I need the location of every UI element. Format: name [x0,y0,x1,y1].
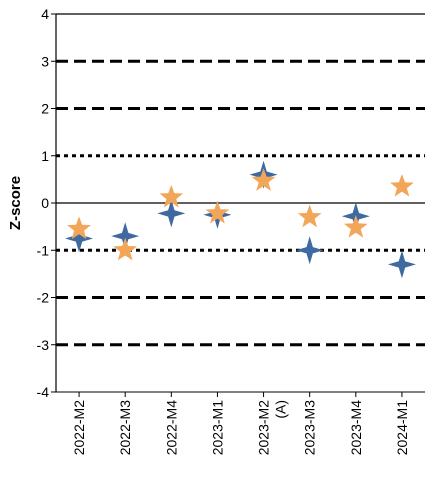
data-point-series-2 [297,204,322,228]
data-point-series-2 [251,168,276,191]
x-axis-ticks: 2022-M2 2022-M3 2022-M4 2023-M1 2023-M2 (A) 20… [71,392,410,455]
data-point-series-1 [295,236,324,265]
x-tick-label: 2023-M1 [209,400,225,455]
y-tick-label: 4 [41,6,49,22]
y-tick-label: 2 [41,101,49,117]
y-tick-label: -3 [37,337,50,353]
x-tick-label: 2022-M4 [163,400,179,455]
data-point-series-1 [65,224,94,253]
x-tick-label: 2022-M3 [117,400,133,455]
data-point-series-2 [67,216,91,240]
y-tick-label: -1 [37,242,50,258]
data-point-series-1 [387,250,416,279]
data-point-series-1 [111,222,140,251]
data-point-series-2 [205,200,230,224]
data-point-series-2 [113,237,138,261]
y-tick-label: 3 [41,53,49,69]
data-markers [65,160,416,279]
data-point-series-2 [159,184,184,208]
data-point-series-2 [390,173,414,197]
data-point-series-2 [343,215,368,238]
x-tick-label: (A) [273,400,289,419]
x-tick-label: 2023-M3 [302,400,318,455]
reference-lines [56,59,425,347]
y-tick-label: -4 [37,384,50,400]
data-point-series-1 [157,199,186,228]
x-tick-label: 2023-M2 [256,400,272,455]
y-axis-ticks: -4 -3 -2 -1 0 1 2 3 4 [37,6,56,400]
x-tick-label: 2024-M1 [394,400,410,455]
y-axis-label: Z-score [7,176,24,230]
y-tick-label: -2 [37,290,50,306]
y-tick-label: 1 [41,148,49,164]
x-tick-label: 2022-M2 [71,400,87,455]
x-tick-label: 2023-M4 [348,400,364,455]
y-tick-label: 0 [41,195,49,211]
